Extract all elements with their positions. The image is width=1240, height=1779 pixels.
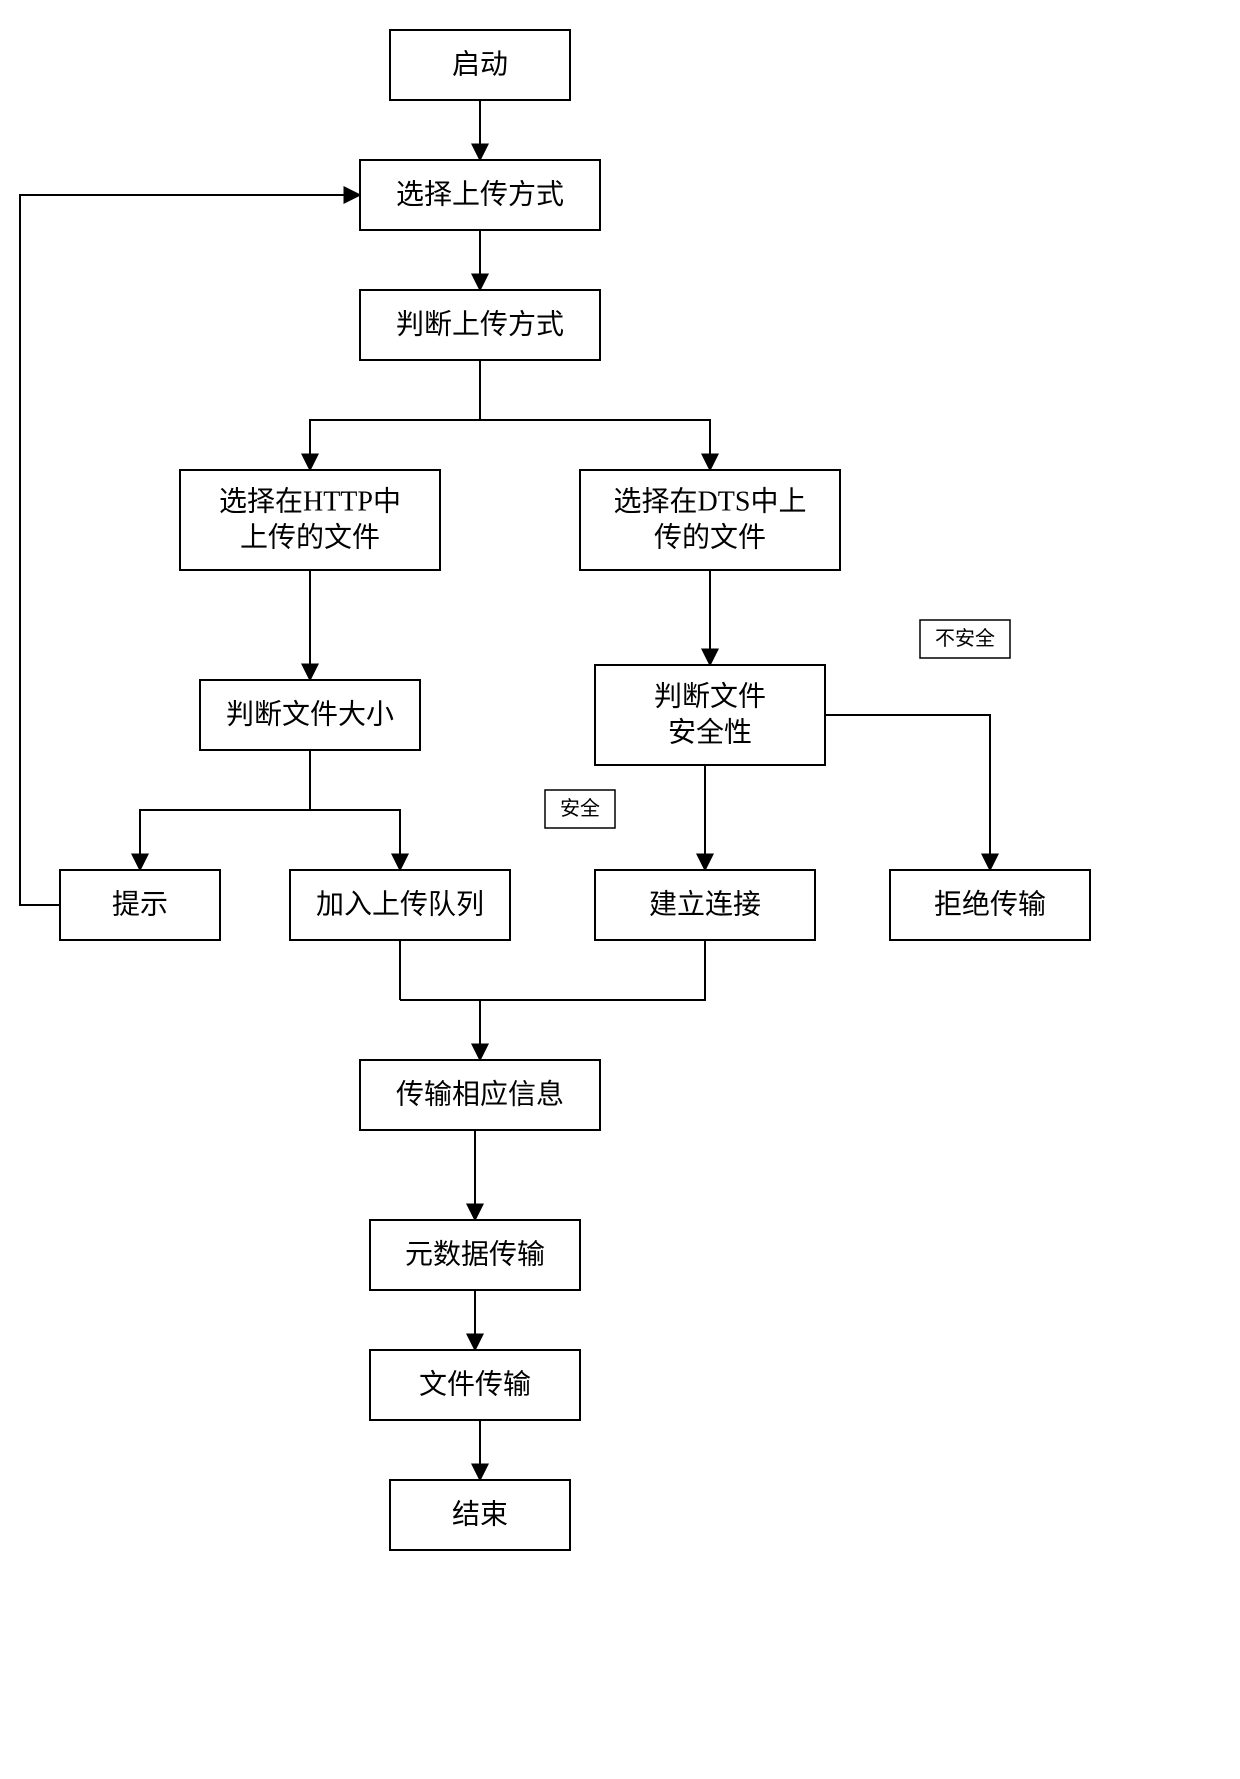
node-reject-label: 拒绝传输 (934, 889, 1046, 921)
node-judge_safety-label1: 判断文件 (654, 681, 766, 713)
edge-safety_split-reject (870, 715, 990, 870)
edge-branch_split-http_file (310, 420, 480, 470)
edge-size_split-hint (140, 810, 310, 870)
node-connect-label: 建立连接 (649, 889, 761, 921)
node-dts_file-label2: 传的文件 (654, 522, 766, 554)
node-judge_safety: 判断文件安全性 (595, 665, 825, 765)
node-file_transfer: 文件传输 (370, 1350, 580, 1420)
node-enqueue-label: 加入上传队列 (316, 889, 484, 921)
edge-label-safe: 安全 (545, 790, 615, 828)
edge-label-safe-text: 安全 (560, 797, 600, 820)
node-end: 结束 (390, 1480, 570, 1550)
node-judge_size-label: 判断文件大小 (226, 699, 394, 731)
node-judge_safety-label2: 安全性 (668, 717, 752, 749)
node-end-label: 结束 (452, 1499, 508, 1531)
node-dts_file: 选择在DTS中上传的文件 (580, 470, 840, 570)
node-judge_size: 判断文件大小 (200, 680, 420, 750)
node-hint: 提示 (60, 870, 220, 940)
edge-label-unsafe-text: 不安全 (935, 627, 995, 650)
node-start: 启动 (390, 30, 570, 100)
node-select_method: 选择上传方式 (360, 160, 600, 230)
node-http_file: 选择在HTTP中上传的文件 (180, 470, 440, 570)
node-metadata: 元数据传输 (370, 1220, 580, 1290)
node-reject: 拒绝传输 (890, 870, 1090, 940)
edge-connect-merge (480, 940, 705, 1000)
node-transfer_info-label: 传输相应信息 (396, 1079, 564, 1111)
node-judge_method-label: 判断上传方式 (396, 309, 564, 341)
node-http_file-label1: 选择在HTTP中 (219, 486, 401, 518)
node-file_transfer-label: 文件传输 (419, 1369, 531, 1401)
edge-label-unsafe: 不安全 (920, 620, 1010, 658)
node-start-label: 启动 (452, 49, 508, 81)
node-http_file-label2: 上传的文件 (240, 522, 380, 554)
node-hint-label: 提示 (112, 889, 168, 921)
node-metadata-label: 元数据传输 (405, 1239, 545, 1271)
node-judge_method: 判断上传方式 (360, 290, 600, 360)
edge-branch_split-dts_file (480, 420, 710, 470)
edge-size_split-enqueue (310, 810, 400, 870)
node-select_method-label: 选择上传方式 (396, 179, 564, 211)
node-enqueue: 加入上传队列 (290, 870, 510, 940)
edge-merge-transfer_info (400, 1000, 480, 1060)
node-dts_file-label1: 选择在DTS中上 (614, 486, 807, 518)
node-connect: 建立连接 (595, 870, 815, 940)
flowchart-canvas: 启动选择上传方式判断上传方式选择在HTTP中上传的文件 选择在DTS中上传的文件判… (0, 0, 1240, 1779)
node-transfer_info: 传输相应信息 (360, 1060, 600, 1130)
